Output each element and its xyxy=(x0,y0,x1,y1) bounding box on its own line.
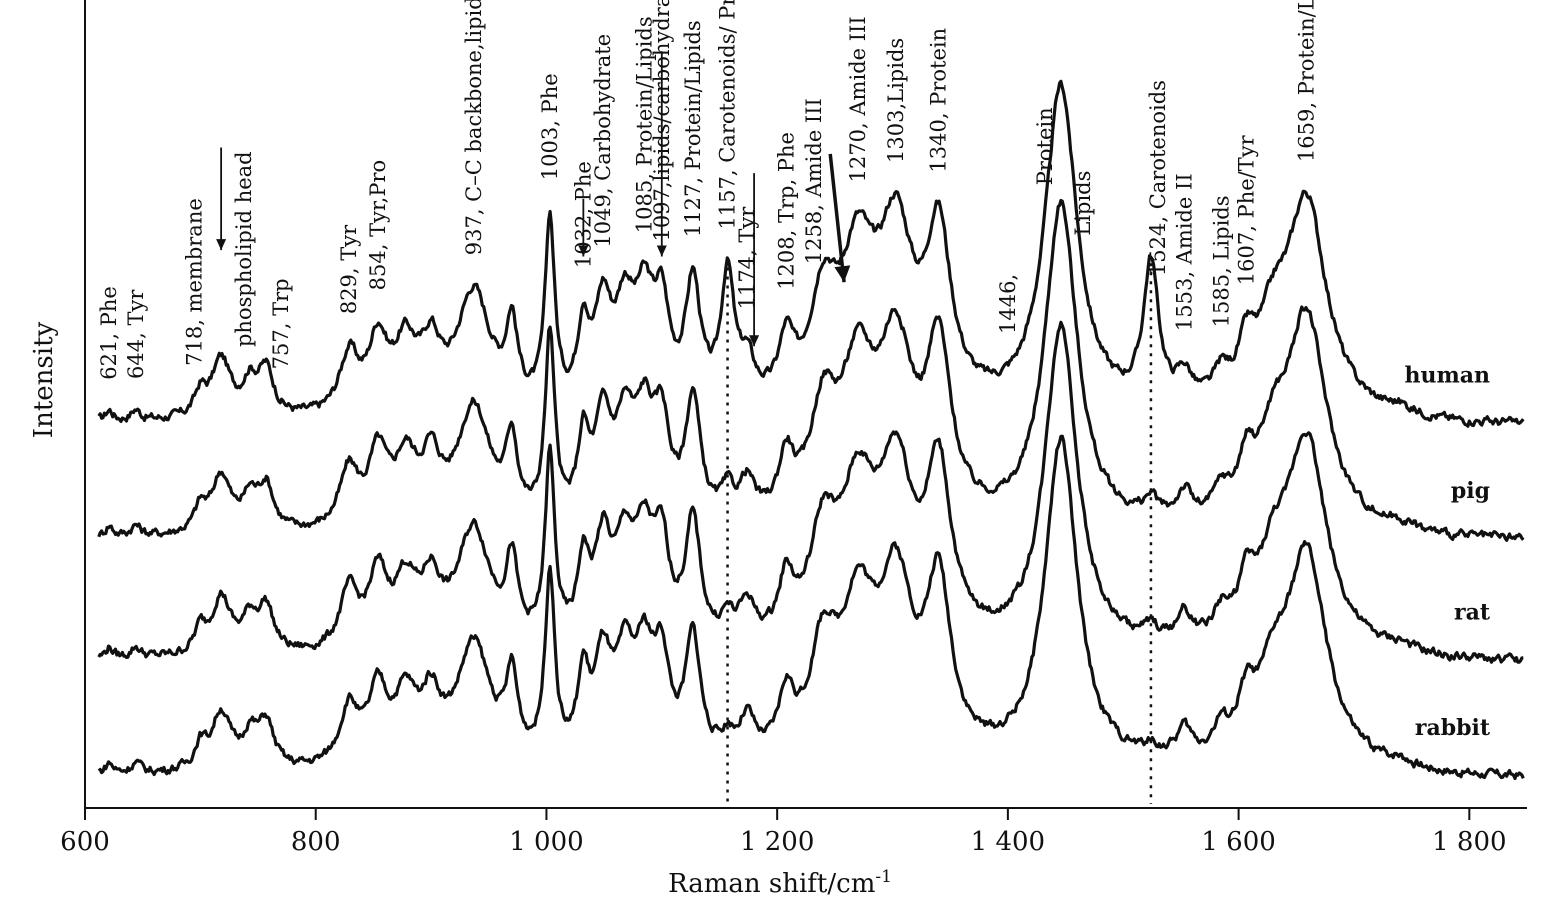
arrow-0 xyxy=(216,147,227,251)
arrow-3 xyxy=(749,173,760,347)
peak-annotation-5: 829, Tyr xyxy=(337,224,361,314)
series-label-rabbit: rabbit xyxy=(1415,715,1491,741)
peak-annotation-10: 1049, Carbohydrate xyxy=(591,34,615,248)
peak-annotation-16: 1208, Trp, Phe xyxy=(774,132,798,290)
peak-annotation-18: 1270, Amide III xyxy=(846,16,870,182)
peak-annotation-26: 1585, Lipids xyxy=(1209,195,1233,327)
peak-annotation-7: 937, C–C backbone,lipids xyxy=(462,0,486,255)
peak-annotation-1: 644, Tyr xyxy=(124,289,148,379)
peak-annotation-28: 1659, Protein/Lipids xyxy=(1295,0,1319,162)
series-label-human: human xyxy=(1404,362,1490,388)
series-line-human xyxy=(97,79,1525,428)
peak-annotation-25: 1553, Amide II xyxy=(1172,173,1196,331)
arrow-4 xyxy=(828,153,851,283)
peak-annotations: 621, Phe 644, Tyr 718, membrane phospholipi… xyxy=(97,0,1318,380)
peak-annotation-20: 1340, Protein xyxy=(927,28,951,173)
peak-annotation-0: 621, Phe xyxy=(97,286,121,380)
peak-annotation-9: 1032, Phe xyxy=(571,161,595,268)
peak-annotation-3: phospholipid head xyxy=(232,151,256,347)
x-axis-ticks: 600 800 1 000 1 200 1 400 1 600 1 800 xyxy=(60,808,1507,857)
peak-annotation-17: 1258, Amide III xyxy=(802,98,826,264)
peak-annotation-14: 1157, Carotenoids/ Protein xyxy=(716,0,740,230)
reference-lines xyxy=(726,263,1153,804)
peak-annotation-2: 718, membrane xyxy=(183,198,207,366)
peak-annotation-13: 1127, Protein/Lipids xyxy=(681,20,705,237)
peak-annotation-11: 1085, Protein/Lipids xyxy=(632,16,656,233)
series-layer: human pig rat rabbit xyxy=(97,79,1525,781)
x-tick-label-3: 1 200 xyxy=(740,827,814,857)
series-label-rat: rat xyxy=(1454,600,1491,626)
peak-annotation-4: 757, Trp xyxy=(269,278,293,369)
x-tick-label-0: 600 xyxy=(60,827,110,857)
x-axis-title: Raman shift/cm-1 xyxy=(668,867,892,899)
x-tick-label-6: 1 800 xyxy=(1432,827,1506,857)
y-axis-title: Intensity xyxy=(29,321,59,438)
x-tick-label-5: 1 600 xyxy=(1201,827,1275,857)
series-line-rat xyxy=(97,320,1524,664)
peak-annotation-19: 1303,Lipids xyxy=(884,38,908,163)
series-line-rabbit xyxy=(97,434,1525,781)
arrow-1 xyxy=(578,198,589,257)
series-line-pig xyxy=(97,198,1525,542)
peak-annotation-8: 1003, Phe xyxy=(538,73,562,180)
x-tick-label-1: 800 xyxy=(291,827,341,857)
peak-annotation-22: Protein xyxy=(1033,107,1057,185)
axes xyxy=(84,0,1527,809)
peak-annotation-24: 1524, Carotenoids xyxy=(1146,80,1170,276)
arrow-2 xyxy=(656,51,667,257)
peak-annotation-23: Lipids xyxy=(1071,171,1095,236)
x-tick-label-4: 1 400 xyxy=(971,827,1045,857)
series-label-pig: pig xyxy=(1451,478,1490,504)
peak-annotation-27: 1607, Phe/Tyr xyxy=(1235,134,1259,285)
x-tick-label-2: 1 000 xyxy=(509,827,583,857)
peak-annotation-12: 1097,lipids/carbohydrate xyxy=(650,0,674,242)
annotation-arrows xyxy=(216,51,851,347)
peak-annotation-21: 1446, xyxy=(996,274,1020,334)
peak-annotation-6: 854, Tyr,Pro xyxy=(366,160,390,291)
peak-annotation-15: 1174, Tyr xyxy=(735,206,759,310)
